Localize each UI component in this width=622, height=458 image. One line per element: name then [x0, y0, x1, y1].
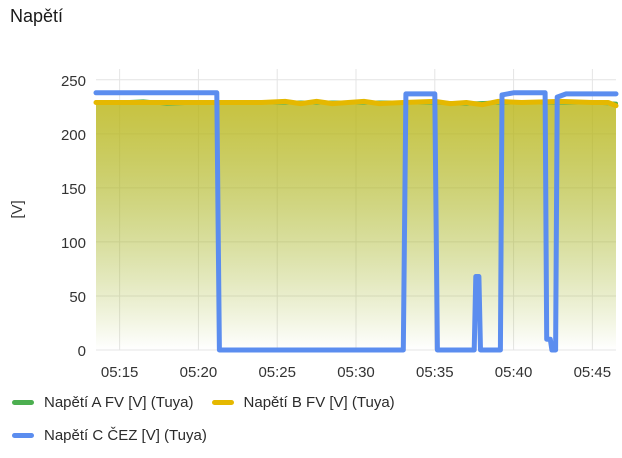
x-tick-label-1: 05:20 — [180, 364, 218, 381]
x-tick-label-2: 05:25 — [258, 364, 296, 381]
legend-item-a[interactable]: Napětí A FV [V] (Tuya) — [12, 394, 194, 411]
y-axis-label: [V] — [9, 200, 26, 218]
legend-label-c: Napětí C ČEZ [V] (Tuya) — [44, 426, 207, 444]
voltage-line-chart: 0 50 100 150 200 250 05:15 05:20 05:25 05:30 05:35… — [9, 69, 619, 381]
x-tick-label-6: 05:45 — [574, 364, 612, 381]
y-tick-label-0: 0 — [78, 343, 86, 360]
series-line-1 — [93, 98, 619, 109]
legend-swatch-b — [211, 399, 234, 405]
y-tick-label-2: 100 — [61, 235, 86, 252]
series-area-1 — [96, 101, 616, 350]
x-tick-label-5: 05:40 — [495, 364, 533, 381]
legend-swatch-a — [12, 399, 34, 405]
y-tick-label-4: 200 — [61, 127, 86, 144]
y-tick-label-3: 150 — [61, 181, 86, 198]
x-tick-label-4: 05:35 — [416, 364, 454, 381]
y-tick-label-5: 250 — [61, 73, 86, 90]
legend-label-b: Napětí B FV [V] (Tuya) — [243, 393, 395, 411]
legend-item-c[interactable]: Napětí C ČEZ [V] (Tuya) — [12, 427, 207, 444]
x-tick-label-3: 05:30 — [337, 364, 375, 381]
legend-swatch-c — [12, 432, 34, 438]
series-line-2 — [93, 90, 619, 353]
x-tick-label-0: 05:15 — [101, 364, 139, 381]
legend-item-b[interactable]: Napětí B FV [V] (Tuya) — [211, 393, 395, 411]
y-tick-label-1: 50 — [69, 289, 86, 306]
card-title: Napětí — [10, 6, 64, 26]
chart-legend: Napětí A FV [V] (Tuya) Napětí B FV [V] (… — [12, 392, 612, 458]
legend-label-a: Napětí A FV [V] (Tuya) — [44, 393, 194, 411]
